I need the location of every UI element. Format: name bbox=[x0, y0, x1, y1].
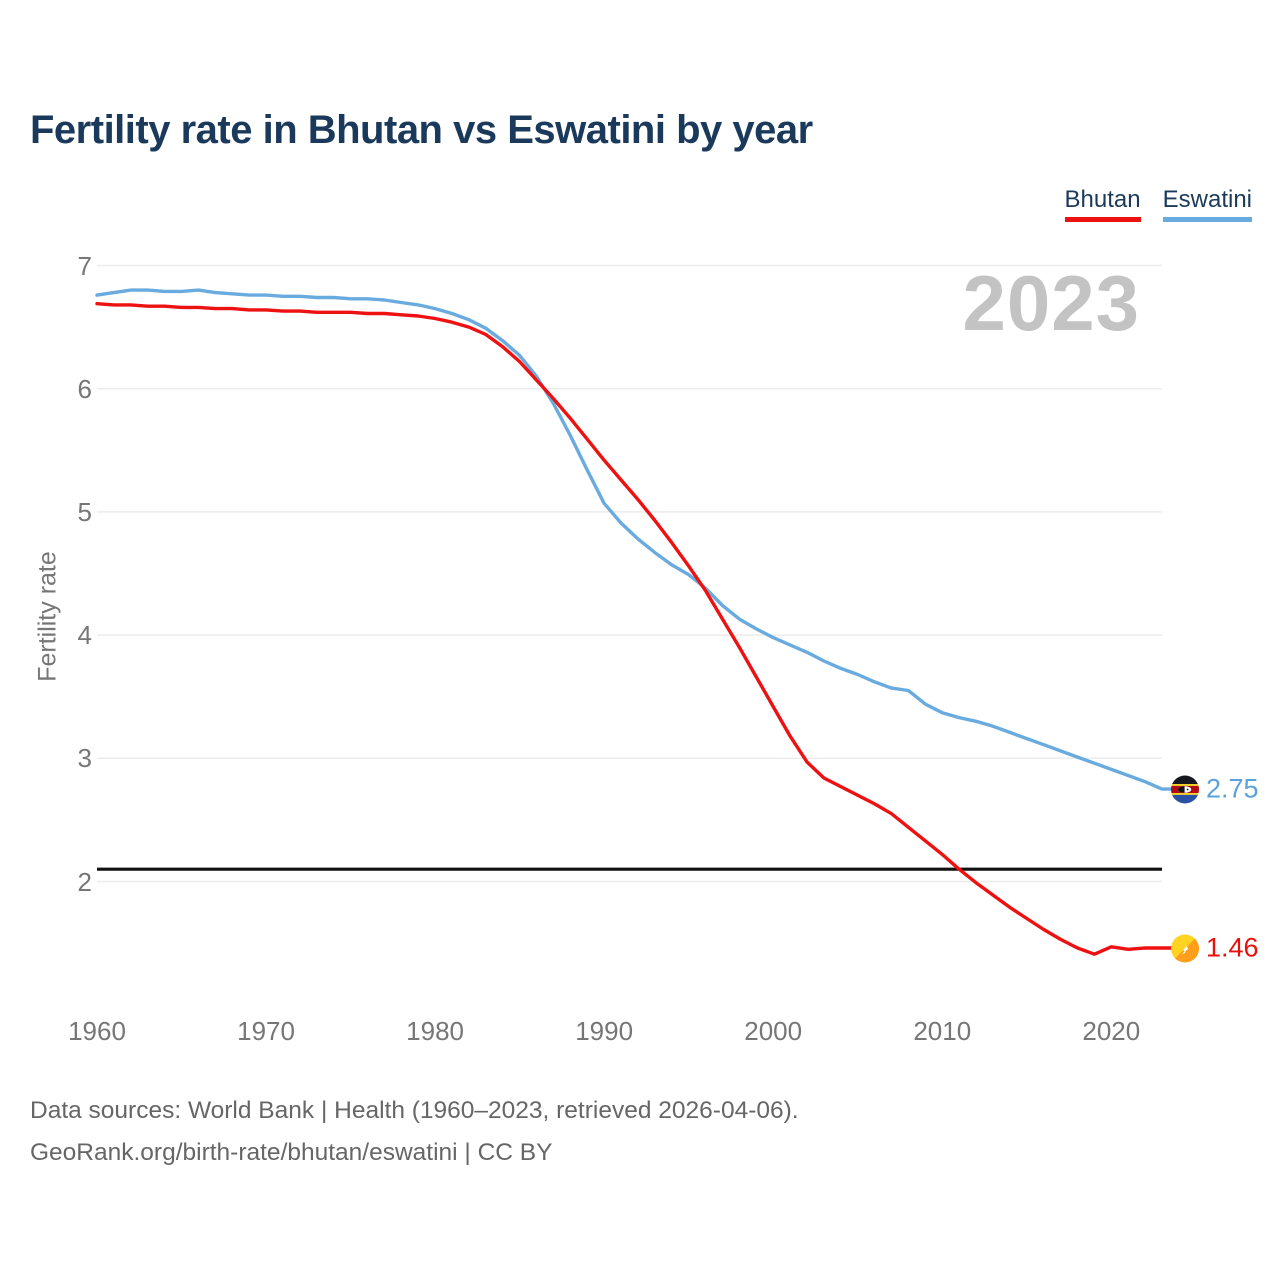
watermark-year: 2023 bbox=[962, 259, 1140, 347]
x-tick-1960: 1960 bbox=[68, 1016, 126, 1046]
x-tick-1970: 1970 bbox=[237, 1016, 295, 1046]
x-tick-1990: 1990 bbox=[575, 1016, 634, 1046]
end-label-eswatini[interactable]: 2.75 bbox=[1171, 774, 1259, 805]
footer: Data sources: World Bank | Health (1960–… bbox=[30, 1090, 799, 1174]
y-tick-7: 7 bbox=[77, 250, 92, 281]
x-tick-2000: 2000 bbox=[744, 1016, 803, 1046]
footer-source-line: Data sources: World Bank | Health (1960–… bbox=[30, 1097, 799, 1124]
y-tick-5: 5 bbox=[77, 496, 92, 527]
page-title: Fertility rate in Bhutan vs Eswatini by … bbox=[30, 108, 813, 152]
y-tick-3: 3 bbox=[77, 743, 92, 774]
y-tick-2: 2 bbox=[77, 866, 92, 897]
eswatini-flag-icon bbox=[1171, 775, 1199, 804]
legend-label-bhutan: Bhutan bbox=[1064, 186, 1141, 213]
legend-item-bhutan[interactable]: Bhutan bbox=[1064, 186, 1141, 222]
legend-label-eswatini: Eswatini bbox=[1162, 186, 1252, 213]
end-value-eswatini: 2.75 bbox=[1206, 773, 1259, 804]
x-tick-2010: 2010 bbox=[913, 1016, 972, 1046]
x-tick-1980: 1980 bbox=[406, 1016, 465, 1046]
x-tick-2020: 2020 bbox=[1082, 1016, 1141, 1046]
footer-license-line: GeoRank.org/birth-rate/bhutan/eswatini |… bbox=[30, 1139, 553, 1166]
y-tick-4: 4 bbox=[77, 620, 92, 651]
eswatini-line[interactable] bbox=[95, 288, 1176, 791]
bhutan-flag-icon bbox=[1171, 934, 1199, 963]
legend-item-eswatini[interactable]: Eswatini bbox=[1162, 186, 1252, 222]
y-axis-label: Fertility rate bbox=[33, 551, 62, 682]
y-tick-6: 6 bbox=[77, 373, 92, 404]
bhutan-line[interactable] bbox=[95, 302, 1176, 956]
end-value-bhutan: 1.46 bbox=[1206, 932, 1259, 963]
legend: Bhutan Eswatini bbox=[1064, 186, 1252, 222]
end-label-bhutan[interactable]: 1.46 bbox=[1171, 933, 1259, 964]
